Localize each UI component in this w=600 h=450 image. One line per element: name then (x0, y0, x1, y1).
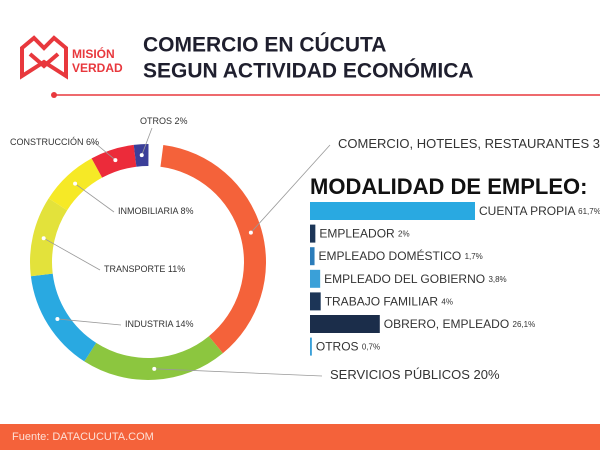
bar-value: 4% (441, 298, 453, 307)
bar-category: OBRERO, EMPLEADO (384, 317, 509, 331)
chart-title: COMERCIO EN CÚCUTA (143, 33, 386, 57)
footer (0, 424, 600, 450)
donut-segment (160, 144, 266, 354)
bar-value: 26,1% (513, 320, 536, 329)
bar-label: EMPLEADO DEL GOBIERNO 3,8% (324, 272, 507, 286)
logo-text: MISIÓN (72, 46, 115, 61)
segment-label: TRANSPORTE 11% (104, 264, 185, 274)
segment-name: COMERCIO, HOTELES, RESTAURANTES (338, 136, 589, 151)
segment-label: COMERCIO, HOTELES, RESTAURANTES 37% (338, 136, 600, 151)
bar-category: EMPLEADO DOMÉSTICO (319, 248, 462, 263)
bar (310, 315, 380, 333)
leader-dot (248, 230, 253, 235)
bar (310, 247, 315, 266)
donut-segment (84, 336, 223, 380)
bar (310, 292, 321, 311)
segment-value: 8% (181, 206, 194, 216)
bar (310, 269, 321, 288)
source: Fuente: DATACUCUTA.COM (12, 431, 154, 443)
bar-category: CUENTA PROPIA (479, 204, 575, 218)
segment-label: OTROS 2% (140, 116, 188, 126)
logo: MISIÓN VERDAD (20, 35, 123, 80)
segment-name: OTROS (140, 116, 172, 126)
segment-value: 11% (168, 264, 185, 274)
leader-dot (55, 316, 60, 321)
bar-category: EMPLEADOR (319, 227, 395, 241)
donut-segment (29, 198, 68, 277)
bar-label: EMPLEADO DOMÉSTICO 1,7% (319, 248, 483, 263)
logo-mark (28, 52, 60, 69)
bar-value: 0,7% (362, 343, 380, 352)
segment-name: CONSTRUCCIÓN (10, 137, 84, 147)
segment-label: INDUSTRIA 14% (125, 319, 194, 329)
segment-name: TRANSPORTE (104, 264, 165, 274)
bar-label: OBRERO, EMPLEADO 26,1% (384, 317, 535, 331)
bar-value: 1,7% (465, 252, 483, 261)
segment-value: 20% (474, 367, 500, 382)
segment-label: CONSTRUCCIÓN 6% (10, 137, 99, 147)
bar-value: 2% (398, 230, 410, 239)
bar (310, 202, 475, 220)
segment-value: 14% (176, 319, 194, 329)
divider-dot (51, 92, 57, 98)
bar (310, 224, 316, 243)
leader-dot (113, 158, 118, 163)
chart-subtitle: SEGUN ACTIVIDAD ECONÓMICA (143, 59, 474, 83)
leader-dot (152, 366, 157, 371)
logo-text: VERDAD (72, 61, 123, 75)
donut-segment (30, 273, 97, 362)
bar-label: OTROS 0,7% (316, 340, 380, 354)
bar-label: EMPLEADOR 2% (319, 227, 409, 241)
leader-line (154, 368, 323, 377)
segment-value: 2% (175, 116, 188, 126)
bar-category: EMPLEADO DEL GOBIERNO (324, 272, 485, 286)
bar-label: TRABAJO FAMILIAR 4% (325, 295, 453, 309)
leader-line (141, 127, 153, 156)
segment-name: INMOBILIARIA (118, 206, 179, 216)
leader-line (57, 318, 122, 326)
leader-dot (41, 236, 46, 241)
bar-chart-title: MODALIDAD DE EMPLEO: (310, 174, 587, 199)
leader-line (250, 144, 331, 233)
leader-line (74, 183, 115, 213)
leader-dot (73, 181, 78, 186)
donut-chart: COMERCIO, HOTELES, RESTAURANTES 37% SERVI… (10, 116, 600, 382)
leader-line (43, 237, 101, 271)
bar-value: 3,8% (488, 275, 506, 284)
bar-chart: CUENTA PROPIA 61,7% EMPLEADOR 2% EMPLEADO … (310, 202, 600, 356)
segment-name: INDUSTRIA (125, 319, 173, 329)
logo-mark (20, 35, 68, 80)
bar-label: CUENTA PROPIA 61,7% (479, 204, 600, 218)
bar-category: TRABAJO FAMILIAR (325, 295, 439, 309)
bar (310, 337, 312, 356)
bar-value: 61,7% (578, 207, 600, 216)
segment-name: SERVICIOS PÚBLICOS (330, 367, 470, 382)
bar-category: OTROS (316, 340, 359, 354)
segment-value: 6% (86, 137, 99, 147)
leader-dot (139, 153, 144, 158)
segment-value: 37% (593, 136, 600, 151)
segment-label: INMOBILIARIA 8% (118, 206, 194, 216)
segment-label: SERVICIOS PÚBLICOS 20% (330, 367, 500, 382)
leader-line (90, 142, 116, 161)
